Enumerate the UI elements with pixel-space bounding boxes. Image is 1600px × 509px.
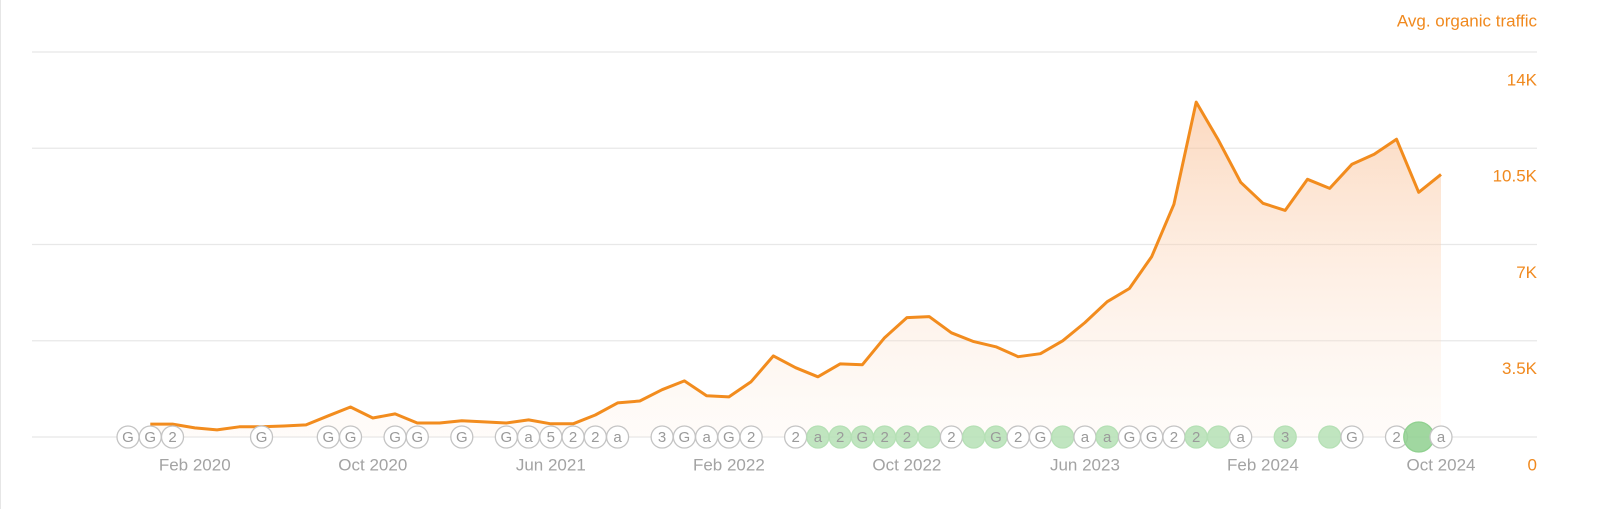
event-marker bbox=[1229, 425, 1253, 449]
event-marker-label: 2 bbox=[791, 429, 799, 446]
event-marker bbox=[450, 425, 474, 449]
event-marker-label: G bbox=[723, 429, 735, 446]
event-marker-label: G bbox=[1346, 429, 1358, 446]
event-marker bbox=[1206, 425, 1231, 449]
y-tick-label: 7K bbox=[1516, 263, 1537, 282]
event-marker bbox=[1318, 425, 1342, 449]
event-marker-label: a bbox=[524, 429, 533, 446]
event-marker-label: 2 bbox=[947, 429, 955, 446]
x-tick-label: Oct 2020 bbox=[338, 455, 407, 474]
x-tick-label: Feb 2024 bbox=[1227, 455, 1299, 474]
event-marker-label: 3 bbox=[1281, 429, 1289, 446]
event-marker bbox=[405, 425, 429, 449]
event-marker-label: 2 bbox=[1392, 429, 1400, 446]
event-marker bbox=[1051, 425, 1075, 449]
event-marker-label: G bbox=[389, 429, 401, 446]
event-marker bbox=[338, 425, 363, 449]
event-marker-label: 2 bbox=[1014, 429, 1022, 446]
event-marker-label: 2 bbox=[1192, 429, 1200, 446]
x-tick-label: Oct 2024 bbox=[1407, 455, 1476, 474]
x-tick-label: Feb 2022 bbox=[693, 455, 765, 474]
plot bbox=[150, 100, 1442, 437]
event-marker-label: a bbox=[1237, 429, 1246, 446]
y-tick-label: 10.5K bbox=[1493, 167, 1538, 186]
event-marker-label: G bbox=[990, 429, 1002, 446]
event-marker bbox=[160, 425, 185, 449]
event-marker-label: G bbox=[857, 429, 869, 446]
event-marker-label: G bbox=[144, 429, 156, 446]
event-marker-label: G bbox=[456, 429, 468, 446]
event-marker bbox=[739, 425, 763, 449]
event-marker-label: G bbox=[1124, 429, 1136, 446]
event-marker-label: 2 bbox=[880, 429, 888, 446]
event-marker-label: 3 bbox=[658, 429, 666, 446]
event-marker-label: 5 bbox=[547, 429, 555, 446]
event-marker-label: a bbox=[1103, 429, 1112, 446]
y-axis-title: Avg. organic traffic bbox=[1397, 11, 1538, 30]
event-marker bbox=[605, 425, 630, 449]
event-marker-label: 2 bbox=[1170, 429, 1178, 446]
event-marker bbox=[249, 425, 274, 449]
area bbox=[150, 102, 1441, 437]
event-marker bbox=[962, 425, 986, 449]
event-marker bbox=[917, 425, 941, 449]
event-marker-label: G bbox=[679, 429, 691, 446]
line bbox=[150, 100, 1442, 432]
event-marker-label: G bbox=[256, 429, 268, 446]
event-marker-label: 2 bbox=[591, 429, 599, 446]
event-marker bbox=[1340, 425, 1364, 449]
event-marker-label: 2 bbox=[168, 429, 176, 446]
event-marker-label: a bbox=[814, 429, 823, 446]
event-marker bbox=[1403, 421, 1435, 453]
event-marker-label: 2 bbox=[903, 429, 911, 446]
x-tick-label: Oct 2022 bbox=[872, 455, 941, 474]
y-tick-label: 14K bbox=[1507, 70, 1538, 89]
event-marker bbox=[1429, 425, 1453, 449]
event-marker bbox=[1273, 425, 1297, 449]
event-marker-label: a bbox=[702, 429, 711, 446]
event-marker-label: 2 bbox=[836, 429, 844, 446]
y-tick-label: 0 bbox=[1528, 455, 1537, 474]
x-tick-label: Feb 2020 bbox=[159, 455, 231, 474]
event-marker-label: G bbox=[345, 429, 357, 446]
event-marker-label: 2 bbox=[747, 429, 755, 446]
event-marker-label: G bbox=[1035, 429, 1047, 446]
x-tick-label: Jun 2021 bbox=[516, 455, 586, 474]
event-marker-label: G bbox=[122, 429, 134, 446]
axes: 0 3.5K 7K 10.5K 14K Feb 2020 Oct 2020 Jun 2021 F… bbox=[159, 70, 1538, 474]
x-tick-label: Jun 2023 bbox=[1050, 455, 1120, 474]
event-marker-label: 2 bbox=[569, 429, 577, 446]
event-marker-label: a bbox=[1437, 429, 1446, 446]
y-tick-label: 3.5K bbox=[1502, 359, 1538, 378]
event-marker-label: G bbox=[322, 429, 334, 446]
event-marker-label: G bbox=[500, 429, 512, 446]
event-marker-label: a bbox=[613, 429, 622, 446]
event-marker-label: G bbox=[1146, 429, 1158, 446]
event-marker-label: G bbox=[411, 429, 423, 446]
event-marker-label: a bbox=[1081, 429, 1090, 446]
